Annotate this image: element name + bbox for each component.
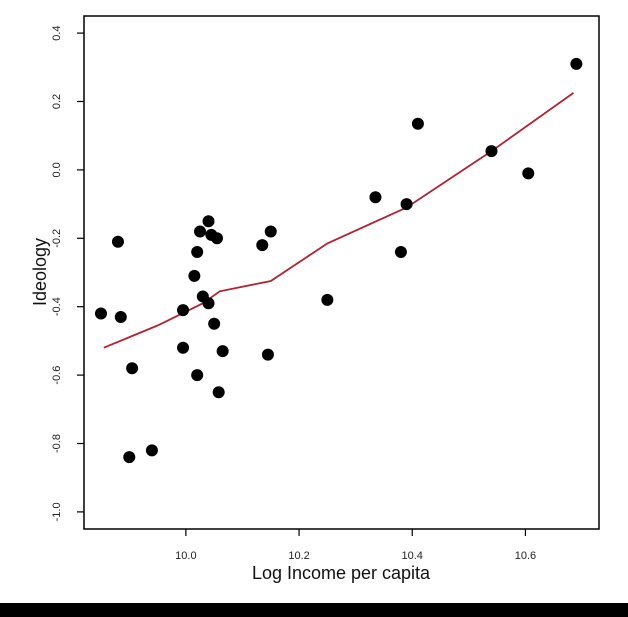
data-point — [177, 304, 190, 317]
data-point — [194, 225, 207, 238]
y-axis-label: Ideology — [30, 238, 50, 306]
data-point — [264, 225, 277, 238]
y-tick-label: 0.4 — [51, 25, 63, 40]
x-tick-label: 10.0 — [175, 550, 196, 562]
data-point — [202, 215, 215, 228]
y-tick-label: 0.0 — [51, 162, 63, 177]
trend-line — [103, 92, 575, 349]
data-point — [188, 269, 201, 282]
data-point — [369, 191, 382, 204]
x-axis: 10.0 10.2 10.4 10.6 — [175, 529, 536, 562]
data-point — [94, 307, 107, 320]
data-point — [411, 117, 424, 130]
data-point — [145, 444, 158, 457]
y-tick-label: -0.6 — [51, 366, 63, 385]
data-point — [191, 369, 204, 382]
x-tick-label: 10.4 — [402, 550, 423, 562]
data-point — [321, 293, 334, 306]
y-tick-label: -0.8 — [51, 434, 63, 453]
y-tick-label: -0.4 — [51, 297, 63, 316]
plot-frame — [83, 15, 600, 530]
y-tick-label: 0.2 — [51, 94, 63, 109]
data-point — [400, 198, 413, 211]
data-point — [216, 345, 229, 358]
data-point — [485, 145, 498, 158]
data-point — [261, 348, 274, 361]
y-tick-label: -0.2 — [51, 229, 63, 248]
data-point — [123, 451, 136, 464]
data-point — [114, 310, 127, 323]
y-axis: -1.0 -0.8 -0.6 -0.4 -0.2 0.0 0.2 0.4 — [51, 25, 84, 521]
data-point — [177, 341, 190, 354]
data-point — [202, 297, 215, 310]
x-axis-label: Log Income per capita — [252, 563, 431, 583]
data-point — [208, 317, 221, 330]
bottom-bar — [0, 603, 628, 617]
data-point — [111, 235, 124, 248]
data-points — [94, 57, 583, 464]
data-point — [191, 245, 204, 258]
data-point — [570, 57, 583, 70]
data-point — [212, 386, 225, 399]
data-point — [394, 245, 407, 258]
data-point — [210, 232, 223, 245]
y-tick-label: -1.0 — [51, 502, 63, 521]
x-tick-label: 10.2 — [288, 550, 309, 562]
data-point — [522, 167, 535, 180]
data-point — [256, 239, 269, 252]
data-point — [126, 362, 139, 375]
x-tick-label: 10.6 — [515, 550, 536, 562]
